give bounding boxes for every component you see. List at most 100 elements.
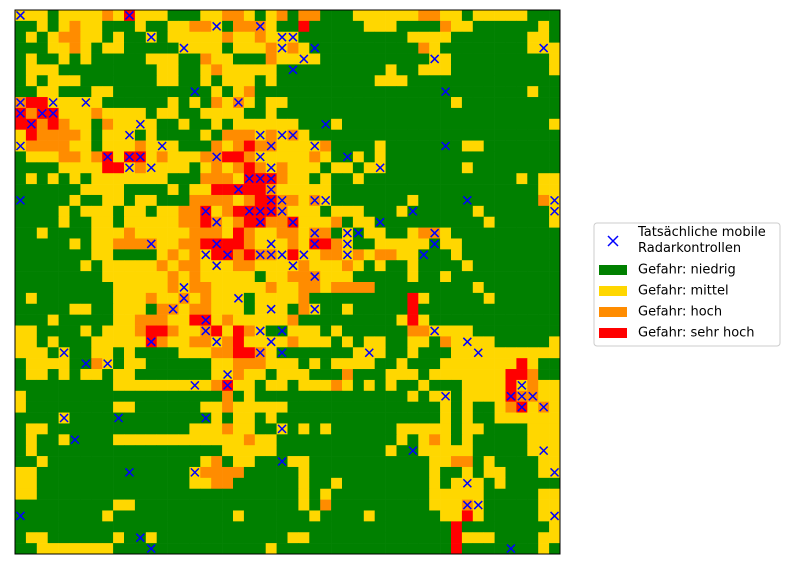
heat-cell — [483, 271, 495, 283]
heat-cell — [36, 401, 48, 413]
heat-cell — [451, 216, 463, 228]
heat-cell — [472, 456, 484, 468]
heat-cell — [145, 358, 157, 370]
heat-cell — [134, 303, 147, 315]
heat-cell — [25, 151, 38, 163]
heat-cell — [156, 53, 168, 65]
heat-cell — [145, 369, 157, 381]
heat-cell — [91, 499, 103, 511]
heat-cell — [178, 521, 190, 533]
heat-cell — [363, 282, 375, 294]
heat-cell — [363, 412, 375, 424]
heat-cell — [265, 532, 277, 544]
heat-cell — [15, 205, 27, 218]
heat-cell — [549, 140, 561, 152]
heat-cell — [91, 412, 103, 424]
heat-cell — [36, 97, 48, 109]
heat-cell — [243, 31, 256, 43]
heat-cell — [472, 20, 484, 33]
heat-cell — [189, 445, 201, 457]
heat-cell — [254, 434, 266, 446]
heat-cell — [276, 97, 288, 109]
heat-cell — [461, 216, 474, 228]
heat-cell — [189, 53, 201, 65]
heat-cell — [58, 184, 70, 196]
heat-cell — [222, 292, 234, 305]
heat-cell — [309, 423, 321, 435]
heat-cell — [407, 260, 419, 272]
heat-cell — [36, 510, 48, 522]
heat-cell — [516, 97, 528, 109]
heat-cell — [36, 140, 48, 152]
heat-cell — [505, 75, 517, 87]
heat-cell — [461, 20, 474, 33]
heat-cell — [58, 434, 70, 446]
heat-cell — [396, 358, 408, 370]
heat-cell — [538, 292, 550, 305]
heat-cell — [407, 292, 419, 305]
heat-cell — [396, 107, 408, 120]
heat-cell — [472, 216, 484, 228]
radar-marker — [462, 500, 472, 510]
heat-cell — [298, 129, 310, 141]
heat-cell — [265, 445, 277, 457]
heat-cell — [396, 401, 408, 413]
heat-cell — [276, 184, 288, 196]
heat-cell — [352, 466, 365, 479]
heat-cell — [352, 456, 365, 468]
heat-cell — [178, 64, 190, 76]
heat-cell — [189, 10, 201, 22]
heat-cell — [516, 118, 528, 130]
heat-cell — [505, 205, 517, 218]
heat-cell — [113, 173, 125, 185]
heat-cell — [549, 314, 561, 326]
radar-marker — [124, 10, 134, 20]
heat-cell — [124, 140, 136, 152]
heat-cell — [396, 543, 408, 555]
radar-marker — [310, 141, 320, 151]
heat-cell — [396, 336, 408, 348]
heat-cell — [243, 358, 256, 370]
heat-cell — [418, 282, 430, 294]
heat-cell — [298, 10, 310, 22]
heat-cell — [342, 20, 354, 33]
heat-cell — [352, 488, 365, 500]
heat-cell — [113, 336, 125, 348]
heat-cell — [124, 445, 136, 457]
heat-cell — [342, 401, 354, 413]
heat-cell — [374, 10, 386, 22]
heat-cell — [516, 271, 528, 283]
heat-cell — [243, 194, 256, 207]
heat-cell — [342, 97, 354, 109]
heat-cell — [113, 423, 125, 435]
heat-cell — [167, 510, 179, 522]
heat-cell — [113, 532, 125, 544]
heat-cell — [363, 358, 375, 370]
heat-cell — [494, 379, 506, 392]
heat-cell — [287, 107, 299, 120]
heat-cell — [80, 271, 92, 283]
heat-cell — [461, 86, 474, 98]
heat-cell — [189, 401, 201, 413]
heat-cell — [407, 466, 419, 479]
heat-cell — [91, 75, 103, 87]
heat-cell — [113, 64, 125, 76]
heat-cell — [167, 86, 179, 98]
heat-cell — [352, 10, 365, 22]
heat-cell — [211, 543, 223, 555]
heat-cell — [342, 107, 354, 120]
heat-cell — [145, 10, 157, 22]
heat-cell — [549, 303, 561, 315]
heat-cell — [494, 499, 506, 511]
heat-cell — [363, 184, 375, 196]
heat-cell — [124, 31, 136, 43]
heat-cell — [222, 20, 234, 33]
heat-cell — [309, 488, 321, 500]
heat-cell — [287, 86, 299, 98]
heat-cell — [25, 390, 38, 402]
heat-cell — [418, 20, 430, 33]
radar-marker — [255, 348, 265, 358]
heat-cell — [102, 488, 114, 500]
heat-cell — [91, 358, 103, 370]
heat-cell — [178, 358, 190, 370]
